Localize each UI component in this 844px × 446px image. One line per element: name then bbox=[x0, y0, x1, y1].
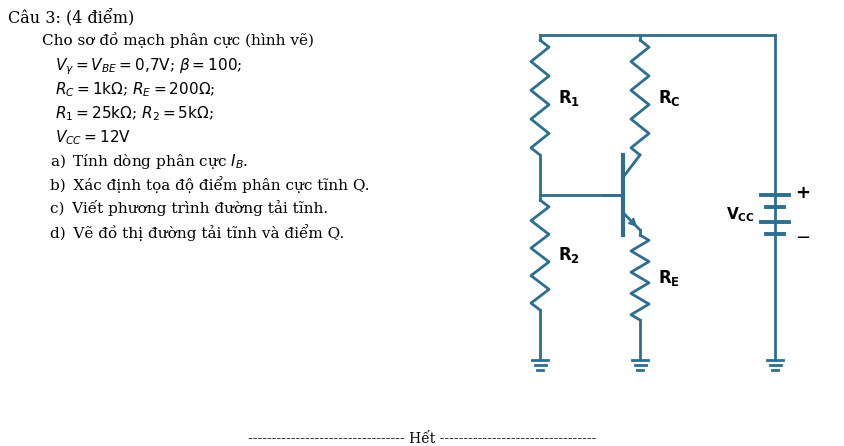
Text: $\mathbf{R_E}$: $\mathbf{R_E}$ bbox=[658, 268, 680, 288]
Text: $\mathbf{V_{CC}}$: $\mathbf{V_{CC}}$ bbox=[726, 205, 755, 224]
Text: $\mathbf{R_2}$: $\mathbf{R_2}$ bbox=[558, 245, 580, 265]
Text: --------------------------------- Hết ---------------------------------: --------------------------------- Hết --… bbox=[248, 432, 596, 446]
Text: $\mathbf{R_C}$: $\mathbf{R_C}$ bbox=[658, 87, 681, 107]
Text: b) Xác định tọa độ điểm phân cực tĩnh Q.: b) Xác định tọa độ điểm phân cực tĩnh Q. bbox=[50, 176, 370, 193]
Text: +: + bbox=[795, 184, 810, 202]
Text: a) Tính dòng phân cực $I_B$.: a) Tính dòng phân cực $I_B$. bbox=[50, 152, 248, 171]
Text: $-$: $-$ bbox=[795, 227, 810, 245]
Text: $R_C = 1\mathrm{k\Omega}$; $R_E = 200\mathrm{\Omega}$;: $R_C = 1\mathrm{k\Omega}$; $R_E = 200\ma… bbox=[55, 80, 215, 99]
Text: Câu 3: (4 điểm): Câu 3: (4 điểm) bbox=[8, 10, 134, 28]
Text: $V_\gamma = V_{BE} = 0{,}7\mathrm{V}$; $\beta = 100$;: $V_\gamma = V_{BE} = 0{,}7\mathrm{V}$; $… bbox=[55, 56, 242, 77]
Text: d) Vẽ đồ thị đường tải tĩnh và điểm Q.: d) Vẽ đồ thị đường tải tĩnh và điểm Q. bbox=[50, 224, 344, 241]
Text: c) Viết phương trình đường tải tĩnh.: c) Viết phương trình đường tải tĩnh. bbox=[50, 200, 328, 216]
Text: $R_1 = 25\mathrm{k\Omega}$; $R_2 = 5\mathrm{k\Omega}$;: $R_1 = 25\mathrm{k\Omega}$; $R_2 = 5\mat… bbox=[55, 104, 214, 123]
Text: Cho sơ đồ mạch phân cực (hình vẽ): Cho sơ đồ mạch phân cực (hình vẽ) bbox=[42, 32, 314, 48]
Text: $\mathbf{R_1}$: $\mathbf{R_1}$ bbox=[558, 87, 580, 107]
Text: $V_{CC} = 12\mathrm{V}$: $V_{CC} = 12\mathrm{V}$ bbox=[55, 128, 131, 147]
